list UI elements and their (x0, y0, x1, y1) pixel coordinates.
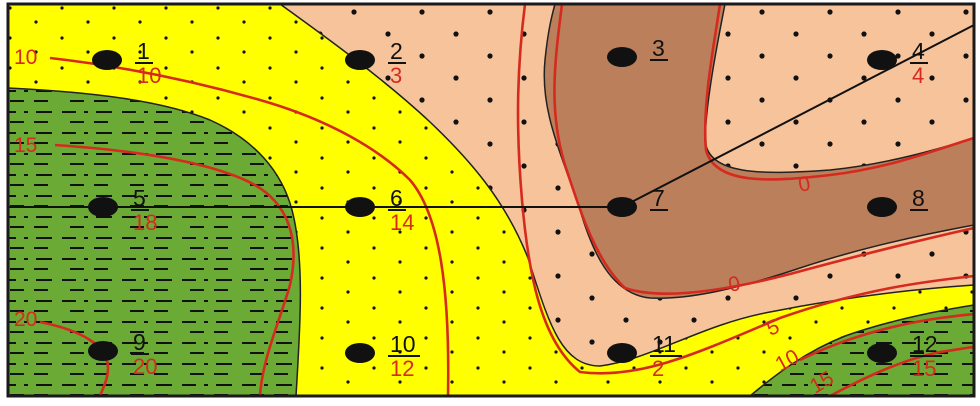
isoline-10 (49, 56, 450, 397)
well-number: 10 (390, 331, 416, 357)
well-number: 6 (390, 185, 403, 211)
green-clay-pattern-left (8, 88, 301, 396)
well-number: 1 (137, 38, 150, 64)
well-number: 8 (912, 185, 925, 211)
well-value: 2 (652, 356, 664, 381)
green-clay-pattern-right (750, 305, 974, 396)
isoline-label-iso-0-upper: 0 (796, 172, 812, 197)
isoline-15-right (829, 345, 975, 398)
well-marker (867, 197, 897, 217)
map-frame (6, 2, 976, 398)
well-value: 4 (912, 63, 924, 88)
well-value: 18 (133, 210, 157, 235)
well-marker (867, 343, 897, 363)
well-6: 614 (345, 185, 414, 235)
well-number: 11 (652, 331, 676, 357)
well-marker (607, 343, 637, 363)
well-number: 4 (912, 38, 925, 64)
section-line-diagonal (621, 24, 975, 208)
well-marker (345, 50, 375, 70)
well-8: 8 (867, 185, 928, 217)
well-9: 920 (88, 329, 157, 379)
isolines (39, 3, 975, 398)
well-marker (607, 47, 637, 67)
well-3: 3 (607, 35, 668, 67)
well-marker (867, 50, 897, 70)
well-number: 3 (652, 35, 665, 61)
isoline-label-iso-15-left: 15 (14, 134, 37, 157)
well-number: 12 (912, 331, 938, 357)
well-number: 9 (133, 329, 146, 355)
well-value: 10 (137, 63, 161, 88)
well-marker (88, 341, 118, 361)
well-marker (345, 197, 375, 217)
well-value: 20 (133, 354, 157, 379)
well-number: 5 (133, 185, 146, 211)
well-7: 7 (607, 185, 668, 217)
well-4: 44 (867, 38, 928, 88)
well-value: 15 (912, 356, 936, 381)
well-marker (607, 197, 637, 217)
well-11: 112 (607, 331, 682, 381)
isoline-label-iso-10-left: 10 (14, 46, 37, 69)
dark-sandstone-zone (544, 4, 974, 299)
isoline-15 (54, 143, 295, 397)
isoline-0 (553, 3, 975, 295)
well-1: 110 (92, 38, 161, 88)
well-5: 518 (88, 185, 157, 235)
isoline-5-right (516, 3, 975, 375)
well-marker (345, 343, 375, 363)
isoline-0-inner (703, 3, 975, 181)
well-number: 2 (390, 38, 403, 64)
isoline-label-iso-0-lower: 0 (726, 272, 742, 297)
well-value: 14 (390, 210, 414, 235)
isoline-label-iso-20-left: 20 (14, 308, 37, 331)
well-value: 12 (390, 356, 414, 381)
isoline-20 (39, 320, 110, 397)
isoline-10-right (799, 312, 975, 362)
well-2: 23 (345, 38, 406, 88)
well-number: 7 (652, 185, 665, 211)
well-marker (92, 50, 122, 70)
well-value: 3 (390, 63, 402, 88)
well-marker (88, 197, 118, 217)
